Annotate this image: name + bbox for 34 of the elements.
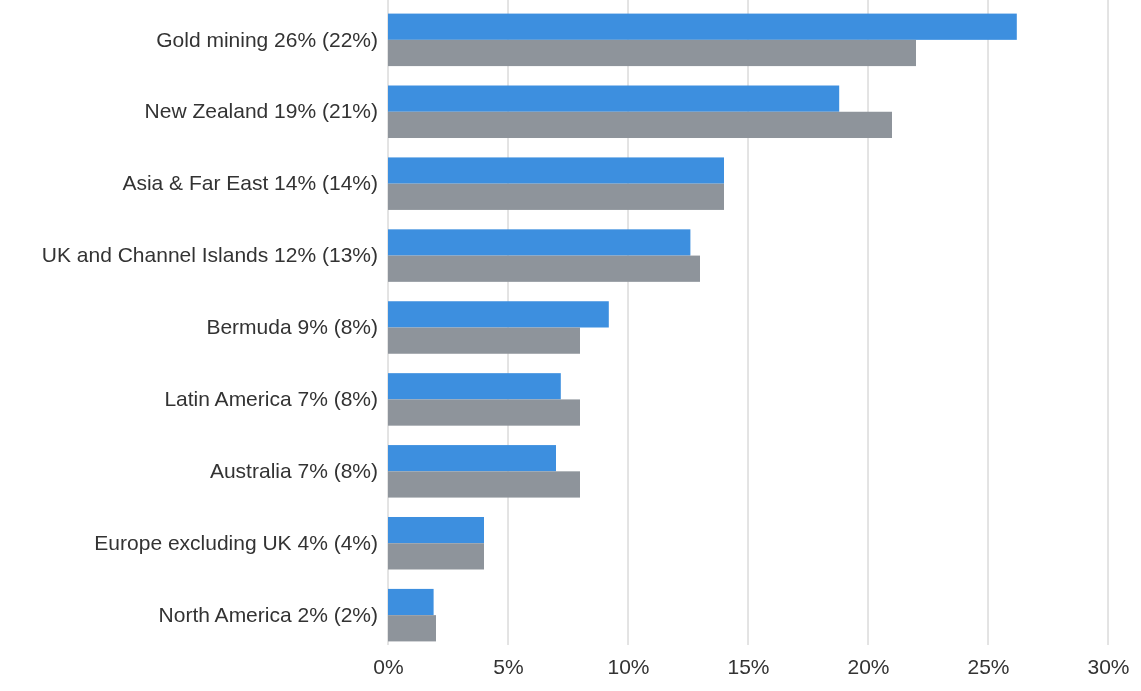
y-tick-label: Europe excluding UK 4% (4%): [94, 530, 378, 554]
bar: [388, 516, 484, 544]
bar: [388, 39, 916, 67]
x-tick-label: 10%: [607, 654, 650, 678]
bar: [388, 373, 561, 400]
y-tick-label: Asia & Far East 14% (14%): [122, 171, 378, 195]
bar: [388, 157, 724, 184]
y-tick-label: Latin America 7% (8%): [164, 387, 378, 411]
bar: [388, 399, 580, 426]
y-tick-label: Australia 7% (8%): [209, 459, 378, 483]
x-tick-label: 30%: [1087, 654, 1130, 678]
y-tick-label: New Zealand 19% (21%): [144, 99, 378, 123]
bar: [388, 255, 700, 282]
y-tick-label: UK and Channel Islands 12% (13%): [41, 243, 378, 267]
bar: [388, 13, 1017, 40]
bar: [388, 229, 691, 256]
x-tick-label: 5%: [493, 654, 524, 678]
bar: [388, 183, 724, 210]
bar: [388, 543, 484, 570]
y-tick-label: Gold mining 26% (22%): [156, 27, 378, 51]
x-tick-label: 0%: [373, 654, 404, 678]
bar: [388, 615, 436, 642]
bar: [388, 471, 580, 498]
bar: [388, 301, 609, 328]
x-tick-label: 20%: [847, 654, 890, 678]
x-tick-label: 25%: [967, 654, 1010, 678]
y-tick-label: Bermuda 9% (8%): [206, 315, 378, 339]
bar: [388, 111, 892, 139]
bar: [388, 445, 556, 472]
y-tick-label: North America 2% (2%): [158, 602, 378, 626]
bar: [388, 327, 580, 354]
bar: [388, 85, 840, 112]
x-tick-label: 15%: [727, 654, 770, 678]
bar: [388, 588, 434, 616]
